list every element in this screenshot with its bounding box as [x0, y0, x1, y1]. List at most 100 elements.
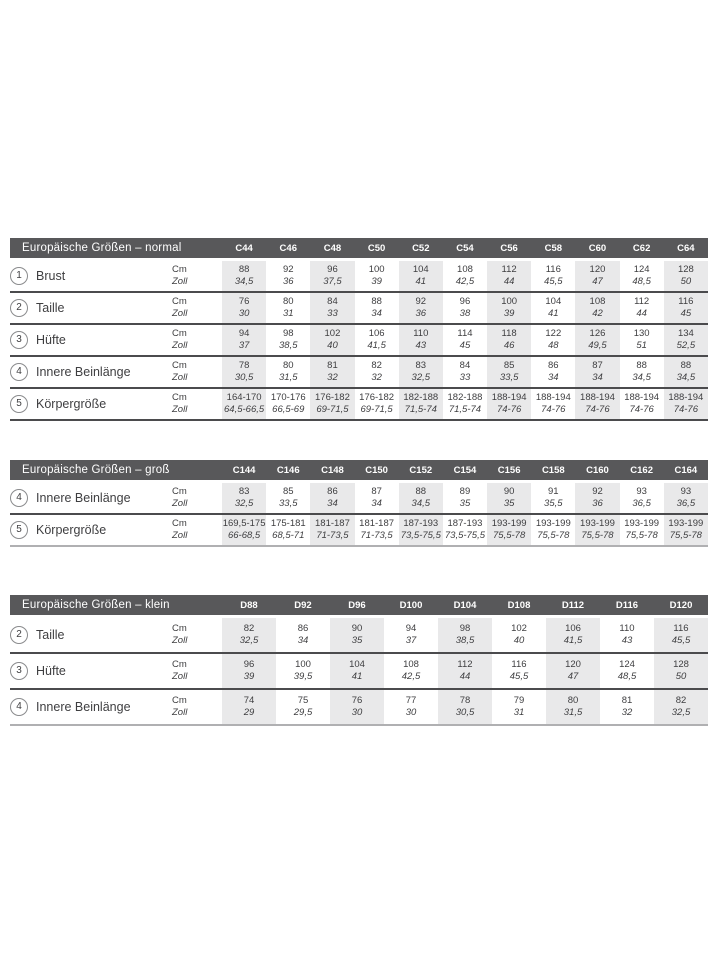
zoll-value: 35 — [503, 498, 515, 509]
zoll-value: 34,5 — [411, 498, 431, 509]
zoll-value: 35 — [351, 635, 363, 646]
size-column-header: C158 — [531, 460, 576, 483]
cm-value: 82 — [243, 623, 255, 634]
cm-value: 176-182 — [359, 392, 395, 403]
value-cell: 112 44 — [619, 291, 664, 324]
unit-zoll-label: Zoll — [172, 276, 188, 287]
value-cell: 116 45,5 — [531, 260, 575, 293]
cm-value: 85 — [503, 360, 515, 371]
cm-value: 96 — [243, 659, 255, 670]
unit-cell: Cm Zoll — [158, 387, 223, 420]
value-cell: 120 47 — [546, 652, 600, 689]
zoll-value: 31 — [513, 707, 525, 718]
cm-value: 114 — [457, 328, 473, 339]
value-cell: 182-188 71,5-74 — [442, 387, 488, 420]
value-cell: 86 34 — [531, 355, 576, 388]
size-column-header: C50 — [354, 238, 399, 261]
value-cell: 104 41 — [531, 291, 576, 324]
value-cell: 175-181 68,5-71 — [266, 513, 311, 546]
zoll-value: 41 — [415, 276, 427, 287]
zoll-value: 34 — [592, 372, 603, 383]
zoll-value: 73,5-75,5 — [444, 530, 486, 541]
value-cell: 88 34,5 — [222, 260, 266, 293]
measurement-label-cell: 4 Innere Beinlänge — [10, 482, 158, 515]
zoll-value: 45 — [459, 340, 471, 351]
unit-zoll-label: Zoll — [172, 340, 188, 351]
size-column-header: C160 — [575, 460, 620, 483]
size-table-normal: Europäische Größen – normal C44 C46 C48 C50 C… — [10, 238, 708, 421]
zoll-value: 75,5-78 — [493, 530, 526, 541]
zoll-value: 32,5 — [671, 707, 691, 718]
zoll-value: 75,5-78 — [625, 530, 658, 541]
zoll-value: 44 — [503, 276, 515, 287]
unit-zoll-label: Zoll — [172, 530, 188, 541]
value-cell: 80 31 — [266, 291, 311, 324]
measurement-label: Körpergröße — [36, 396, 107, 411]
cm-value: 110 — [413, 328, 429, 339]
cm-value: 102 — [324, 328, 341, 339]
value-cell: 86 34 — [276, 617, 330, 654]
value-cell: 100 39 — [355, 260, 399, 293]
cm-value: 75 — [297, 695, 309, 706]
zoll-value: 34 — [548, 372, 559, 383]
unit-zoll-label: Zoll — [172, 372, 188, 383]
cm-value: 193-199 — [668, 518, 704, 529]
row-number-badge: 1 — [10, 266, 28, 285]
size-column-header: C48 — [310, 238, 355, 261]
zoll-value: 32,5 — [239, 635, 259, 646]
zoll-value: 71,5-74 — [404, 404, 437, 415]
value-cell: 88 34 — [354, 291, 399, 324]
value-cell: 93 36,5 — [664, 482, 708, 515]
value-cell: 85 33,5 — [487, 355, 532, 388]
cm-value: 134 — [677, 328, 694, 339]
zoll-value: 48 — [548, 340, 559, 351]
zoll-value: 50 — [675, 671, 687, 682]
cm-value: 77 — [405, 695, 417, 706]
cm-value: 128 — [673, 659, 689, 670]
value-cell: 120 47 — [575, 260, 619, 293]
cm-value: 92 — [282, 264, 294, 275]
zoll-value: 32,5 — [411, 372, 431, 383]
unit-zoll-label: Zoll — [172, 404, 188, 415]
value-cell: 89 35 — [443, 482, 487, 515]
value-cell: 112 44 — [438, 652, 492, 689]
zoll-value: 40 — [513, 635, 525, 646]
cm-value: 122 — [545, 328, 562, 339]
cm-value: 92 — [592, 486, 603, 497]
value-cell: 75 29,5 — [276, 688, 330, 725]
zoll-value: 39 — [371, 276, 382, 287]
value-cell: 193-199 75,5-78 — [487, 513, 532, 546]
value-cell: 94 37 — [384, 617, 438, 654]
measurement-label-cell: 2 Taille — [10, 291, 158, 324]
zoll-value: 64,5-66,5 — [224, 404, 265, 415]
unit-cm-label: Cm — [172, 360, 187, 371]
cm-value: 100 — [501, 296, 518, 307]
zoll-value: 31,5 — [563, 707, 583, 718]
zoll-value: 43 — [621, 635, 633, 646]
zoll-value: 74-76 — [496, 404, 522, 415]
value-cell: 104 41 — [399, 260, 443, 293]
measurement-label: Hüfte — [36, 663, 66, 678]
cm-value: 188-194 — [491, 392, 527, 403]
unit-zoll-label: Zoll — [172, 308, 188, 319]
zoll-value: 66-68,5 — [227, 530, 261, 541]
cm-value: 96 — [459, 296, 471, 307]
cm-value: 182-188 — [403, 392, 439, 403]
value-cell: 88 34,5 — [663, 355, 708, 388]
zoll-value: 32 — [371, 372, 382, 383]
zoll-value: 36,5 — [676, 498, 696, 509]
unit-cm-label: Cm — [172, 486, 187, 497]
zoll-value: 35 — [459, 498, 471, 509]
cm-value: 84 — [327, 296, 338, 307]
zoll-value: 32,5 — [234, 498, 254, 509]
cm-value: 112 — [501, 264, 517, 275]
value-cell: 126 49,5 — [575, 323, 620, 356]
size-column-header: C150 — [354, 460, 399, 483]
zoll-value: 71-73,5 — [316, 530, 349, 541]
cm-value: 188-194 — [624, 392, 660, 403]
value-cell: 84 33 — [310, 291, 355, 324]
size-column-header: C164 — [663, 460, 708, 483]
value-cell: 181-187 71-73,5 — [354, 513, 399, 546]
zoll-value: 34,5 — [632, 372, 651, 383]
